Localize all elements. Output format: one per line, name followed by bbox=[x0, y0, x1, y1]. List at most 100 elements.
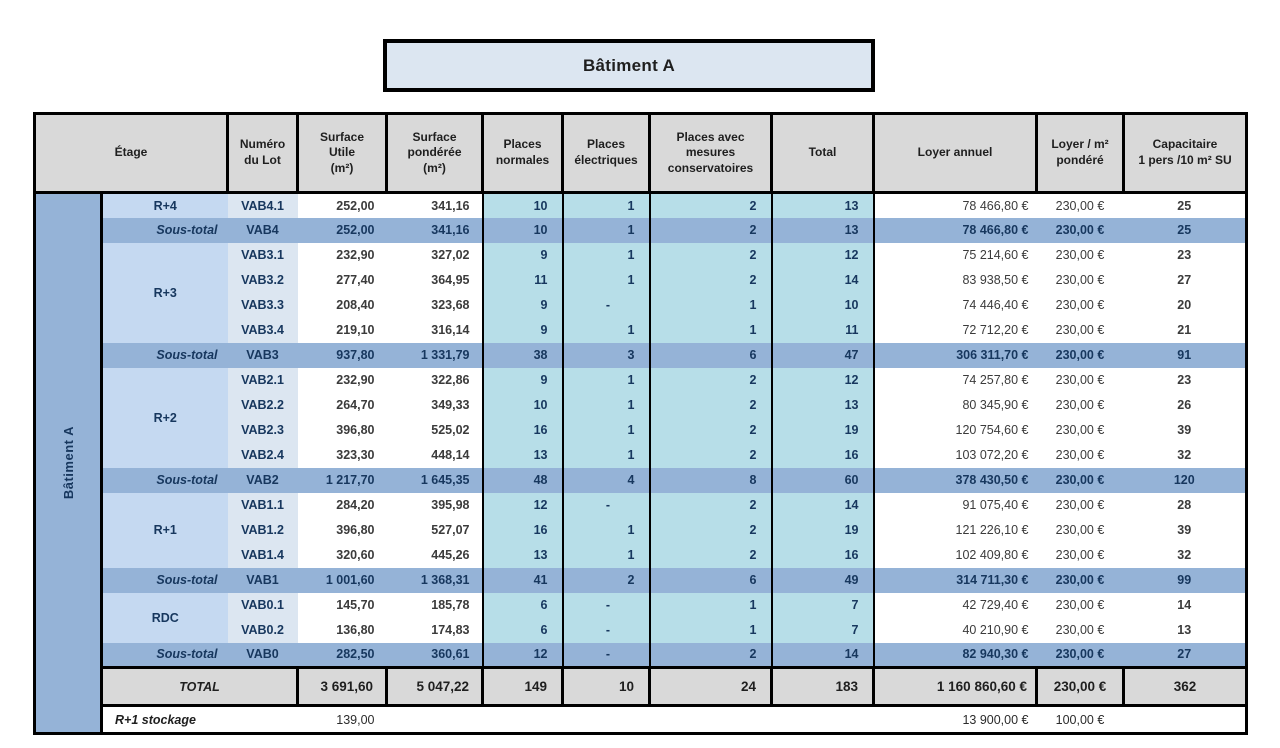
total-cell: 13 bbox=[770, 217, 874, 243]
surface-utile-cell: 232,90 bbox=[297, 367, 387, 393]
surface-ponderee-cell: 323,68 bbox=[386, 292, 483, 318]
surface-ponderee-cell: 1 645,35 bbox=[386, 467, 483, 493]
places-conservatoires-cell: 2 bbox=[648, 542, 772, 568]
surface-utile-cell: 252,00 bbox=[297, 217, 387, 243]
total-places-conservatoires-cell: 24 bbox=[648, 666, 773, 707]
subtotal-row: Sous-total VAB1 1 001,60 1 368,31 41 2 6 49 314 … bbox=[35, 567, 1247, 593]
places-normales-cell: 9 bbox=[481, 292, 563, 318]
lot-row: VAB1.2 396,80 527,07 16 1 2 19 121 226,10 €230,… bbox=[35, 517, 1247, 543]
loyer-m2-cell: 230,00 € bbox=[1036, 242, 1124, 268]
surface-ponderee-cell: 341,16 bbox=[386, 217, 483, 243]
surface-ponderee-cell: 341,16 bbox=[386, 192, 483, 218]
places-electriques-cell: - bbox=[561, 642, 650, 668]
lot-row: VAB3.3 208,40 323,68 9-1 10 74 446,40 €230,00… bbox=[35, 292, 1247, 318]
total-cell: 19 bbox=[770, 517, 874, 543]
places-electriques-cell: 1 bbox=[561, 317, 650, 343]
places-conservatoires-cell: 1 bbox=[648, 592, 772, 618]
capacitaire-cell: 32 bbox=[1123, 442, 1247, 468]
total-cell: 12 bbox=[770, 367, 874, 393]
capacitaire-cell: 26 bbox=[1123, 392, 1247, 418]
places-electriques-cell: 1 bbox=[561, 417, 650, 443]
subtotal-row: Sous-total VAB3 937,80 1 331,79 38 3 6 47 306 31… bbox=[35, 342, 1247, 368]
capacitaire-cell: 91 bbox=[1123, 342, 1247, 368]
places-normales-cell: 9 bbox=[481, 317, 563, 343]
places-electriques-cell: 1 bbox=[561, 267, 650, 293]
lot-row: VAB1.4 320,60 445,26 13 1 2 16 102 409,80 €230,… bbox=[35, 542, 1247, 568]
places-conservatoires-cell: 6 bbox=[648, 567, 772, 593]
places-conservatoires-cell: 2 bbox=[648, 392, 772, 418]
surface-utile-cell: 277,40 bbox=[297, 267, 387, 293]
lot-cell: VAB1.4 bbox=[227, 542, 298, 568]
loyer-annuel-cell: 78 466,80 € bbox=[872, 217, 1037, 243]
loyer-m2-cell: 230,00 € bbox=[1036, 342, 1124, 368]
surface-utile-cell: 264,70 bbox=[297, 392, 387, 418]
surface-ponderee-cell: 525,02 bbox=[386, 417, 483, 443]
page-title: Bâtiment A bbox=[582, 55, 676, 75]
total-cell: 14 bbox=[770, 267, 874, 293]
lot-row: VAB2.4 323,30 448,14 13 1 2 16 103 072,20 €230,… bbox=[35, 442, 1247, 468]
lot-cell: VAB2.1 bbox=[227, 367, 298, 393]
places-electriques-cell: 1 bbox=[561, 217, 650, 243]
places-conservatoires-cell: 2 bbox=[648, 242, 772, 268]
places-conservatoires-cell: 1 bbox=[648, 292, 772, 318]
loyer-m2-cell: 230,00 € bbox=[1036, 467, 1124, 493]
building-table: Étage Numéro du Lot Surface Utile (m²) S… bbox=[33, 112, 1248, 735]
header-capacitaire: Capacitaire 1 pers /10 m² SU bbox=[1122, 112, 1248, 194]
subtotal-label: Sous-total bbox=[101, 342, 228, 368]
loyer-m2-cell: 230,00 € bbox=[1036, 367, 1124, 393]
total-row: TOTAL 3 691,60 5 047,22 149 10 24 183 1 160 860… bbox=[35, 666, 1248, 707]
total-cell: 13 bbox=[770, 192, 874, 218]
loyer-m2-cell: 230,00 € bbox=[1036, 567, 1124, 593]
places-electriques-cell: 1 bbox=[561, 392, 650, 418]
stockage-capacitaire-cell bbox=[1123, 705, 1247, 734]
lot-cell: VAB2.2 bbox=[227, 392, 298, 418]
total-cell: 49 bbox=[770, 567, 874, 593]
subtotal-label: Sous-total bbox=[101, 567, 228, 593]
places-conservatoires-cell: 1 bbox=[648, 317, 772, 343]
places-normales-cell: 12 bbox=[481, 642, 563, 668]
lot-cell: VAB0.2 bbox=[227, 617, 298, 643]
places-conservatoires-cell: 2 bbox=[648, 367, 772, 393]
lot-cell: VAB0 bbox=[227, 642, 298, 668]
lot-row: VAB0.2 136,80 174,83 6-1 7 40 210,90 €230,00 … bbox=[35, 617, 1247, 643]
capacitaire-cell: 28 bbox=[1123, 492, 1247, 518]
lot-cell: VAB2.3 bbox=[227, 417, 298, 443]
places-electriques-cell: - bbox=[561, 292, 650, 318]
total-cell: 19 bbox=[770, 417, 874, 443]
places-conservatoires-cell: 6 bbox=[648, 342, 772, 368]
places-normales-cell: 16 bbox=[481, 517, 563, 543]
lot-row: VAB2.2 264,70 349,33 10 1 2 13 80 345,90 €230,0… bbox=[35, 392, 1247, 418]
surface-utile-cell: 219,10 bbox=[297, 317, 387, 343]
capacitaire-cell: 32 bbox=[1123, 542, 1247, 568]
total-cell: 16 bbox=[770, 542, 874, 568]
stockage-empty-cell bbox=[386, 705, 874, 734]
header-etage: Étage bbox=[33, 112, 229, 194]
surface-ponderee-cell: 445,26 bbox=[386, 542, 483, 568]
lot-row: VAB2.3 396,80 525,02 16 1 2 19 120 754,60 €230,… bbox=[35, 417, 1247, 443]
etage-cell: R+3 bbox=[101, 242, 228, 343]
places-conservatoires-cell: 2 bbox=[648, 217, 772, 243]
surface-ponderee-cell: 174,83 bbox=[386, 617, 483, 643]
building-strip: Bâtiment A bbox=[34, 192, 103, 734]
loyer-annuel-cell: 74 257,80 € bbox=[872, 367, 1037, 393]
surface-utile-cell: 396,80 bbox=[297, 517, 387, 543]
capacitaire-cell: 120 bbox=[1123, 467, 1247, 493]
total-cell: 14 bbox=[770, 642, 874, 668]
places-conservatoires-cell: 2 bbox=[648, 492, 772, 518]
capacitaire-cell: 27 bbox=[1123, 267, 1247, 293]
places-electriques-cell: 2 bbox=[561, 567, 650, 593]
total-surface-ponderee-cell: 5 047,22 bbox=[385, 666, 484, 707]
loyer-annuel-cell: 75 214,60 € bbox=[872, 242, 1037, 268]
lot-row: R+1 VAB1.1 284,20 395,98 12-2 14 91 075,40 €23… bbox=[35, 492, 1247, 568]
places-normales-cell: 16 bbox=[481, 417, 563, 443]
capacitaire-cell: 23 bbox=[1123, 367, 1247, 393]
lot-cell: VAB0.1 bbox=[227, 592, 298, 618]
places-normales-cell: 9 bbox=[481, 242, 563, 268]
total-cell: 16 bbox=[770, 442, 874, 468]
lot-cell: VAB1.2 bbox=[227, 517, 298, 543]
header-places-normales: Places normales bbox=[481, 112, 564, 194]
places-electriques-cell: 1 bbox=[561, 242, 650, 268]
capacitaire-cell: 25 bbox=[1123, 192, 1247, 218]
etage-cell: R+2 bbox=[101, 367, 228, 468]
lot-row: VAB3.4 219,10 316,14 9 1 1 11 72 712,20 €230,00… bbox=[35, 317, 1247, 343]
